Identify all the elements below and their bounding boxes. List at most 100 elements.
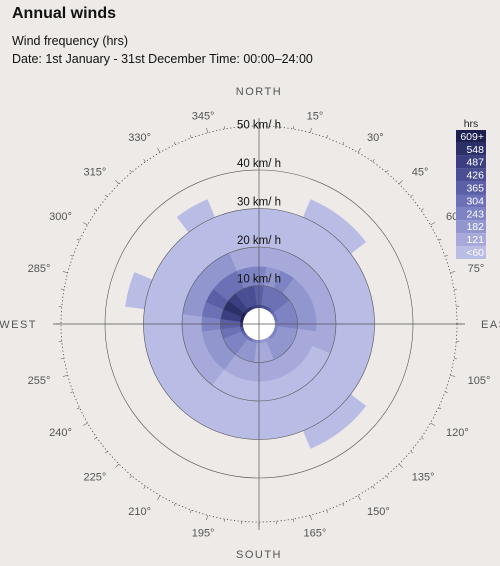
direction-label: 135° [412, 472, 435, 484]
direction-label: 285° [28, 263, 51, 275]
direction-tick [70, 254, 74, 257]
direction-tick [410, 451, 414, 454]
speed-label: 50 km/ h [237, 120, 281, 132]
direction-tick [143, 486, 146, 489]
direction-tick [357, 495, 361, 500]
chart-subtitle: Wind frequency (hrs) [12, 34, 129, 48]
direction-tick [223, 518, 225, 522]
compass-label-east: EAST [481, 319, 500, 331]
direction-tick [104, 194, 108, 197]
direction-label: 345° [192, 110, 215, 122]
speed-label: 20 km/ h [237, 235, 281, 247]
direction-tick [62, 374, 68, 377]
direction-tick [173, 503, 176, 507]
direction-tick [189, 509, 192, 513]
direction-tick [206, 127, 209, 133]
direction-tick [70, 391, 74, 394]
direction-tick [326, 135, 329, 139]
direction-tick [326, 509, 329, 513]
wind-sectors [125, 199, 375, 449]
date-range: Date: 1st January - 31st December Time: … [12, 52, 313, 66]
direction-tick [421, 208, 424, 211]
direction-tick [453, 288, 457, 290]
direction-label: 240° [49, 427, 72, 439]
legend-label: 304 [466, 195, 484, 207]
direction-tick [104, 451, 108, 454]
legend-swatch [456, 220, 486, 234]
direction-tick [129, 475, 132, 479]
direction-label: 300° [49, 211, 72, 223]
legend-label: 548 [466, 144, 484, 156]
legend-swatch [456, 142, 486, 156]
direction-label: 330° [128, 132, 151, 144]
direction-tick [450, 271, 456, 274]
direction-label: 225° [83, 472, 106, 484]
legend-label: <60 [466, 247, 484, 259]
direction-tick [430, 222, 435, 226]
direction-tick [357, 148, 361, 153]
direction-tick [76, 238, 80, 241]
direction-tick [453, 358, 457, 360]
direction-tick [83, 422, 88, 426]
direction-label: 315° [83, 166, 106, 178]
direction-tick [129, 169, 132, 173]
direction-tick [61, 358, 65, 360]
legend-label: 243 [466, 208, 484, 220]
direction-tick [173, 141, 176, 145]
legend-label: 121 [466, 234, 484, 246]
direction-tick [76, 407, 80, 410]
direction-tick [61, 288, 65, 290]
direction-tick [444, 254, 448, 257]
legend-swatch [456, 181, 486, 195]
direction-tick [293, 518, 295, 522]
direction-tick [398, 463, 403, 468]
direction-label: 30° [367, 132, 384, 144]
legend-swatch [456, 233, 486, 247]
speed-ring [181, 246, 337, 402]
legend-label: 487 [466, 157, 484, 169]
legend-swatch [456, 168, 486, 182]
legend-swatch [456, 194, 486, 208]
legend-label: 426 [466, 170, 484, 182]
direction-tick [410, 194, 414, 197]
direction-label: 75° [468, 263, 485, 275]
legend-title: hrs [464, 118, 479, 130]
direction-tick [386, 169, 389, 173]
compass-label-west: WEST [0, 319, 37, 331]
direction-label: 195° [192, 528, 215, 540]
direction-tick [386, 475, 389, 479]
direction-tick [115, 180, 120, 185]
compass-label-north: NORTH [236, 86, 282, 98]
speed-ring [104, 169, 414, 479]
direction-tick [421, 437, 424, 440]
direction-label: 255° [28, 375, 51, 387]
legend-label: 182 [466, 221, 484, 233]
direction-tick [189, 135, 192, 139]
direction-tick [438, 238, 442, 241]
direction-tick [115, 463, 120, 468]
direction-tick [342, 141, 345, 145]
legend-label: 609+ [460, 131, 484, 143]
direction-tick [157, 495, 161, 500]
direction-tick [223, 126, 225, 130]
direction-tick [83, 222, 88, 226]
direction-label: 15° [307, 110, 324, 122]
direction-label: 45° [412, 166, 429, 178]
legend-swatch [456, 130, 486, 143]
direction-tick [430, 422, 435, 426]
direction-tick [143, 159, 146, 162]
legend-swatch [456, 155, 486, 169]
direction-tick [94, 437, 97, 440]
direction-label: 120° [446, 427, 469, 439]
direction-tick [293, 126, 295, 130]
direction-label: 165° [304, 528, 327, 540]
speed-label: 30 km/ h [237, 197, 281, 209]
speed-ring [220, 285, 298, 363]
direction-tick [206, 515, 209, 521]
direction-tick [372, 159, 375, 162]
direction-tick [450, 374, 456, 377]
legend-swatch [456, 246, 486, 259]
direction-label: 210° [128, 506, 151, 518]
